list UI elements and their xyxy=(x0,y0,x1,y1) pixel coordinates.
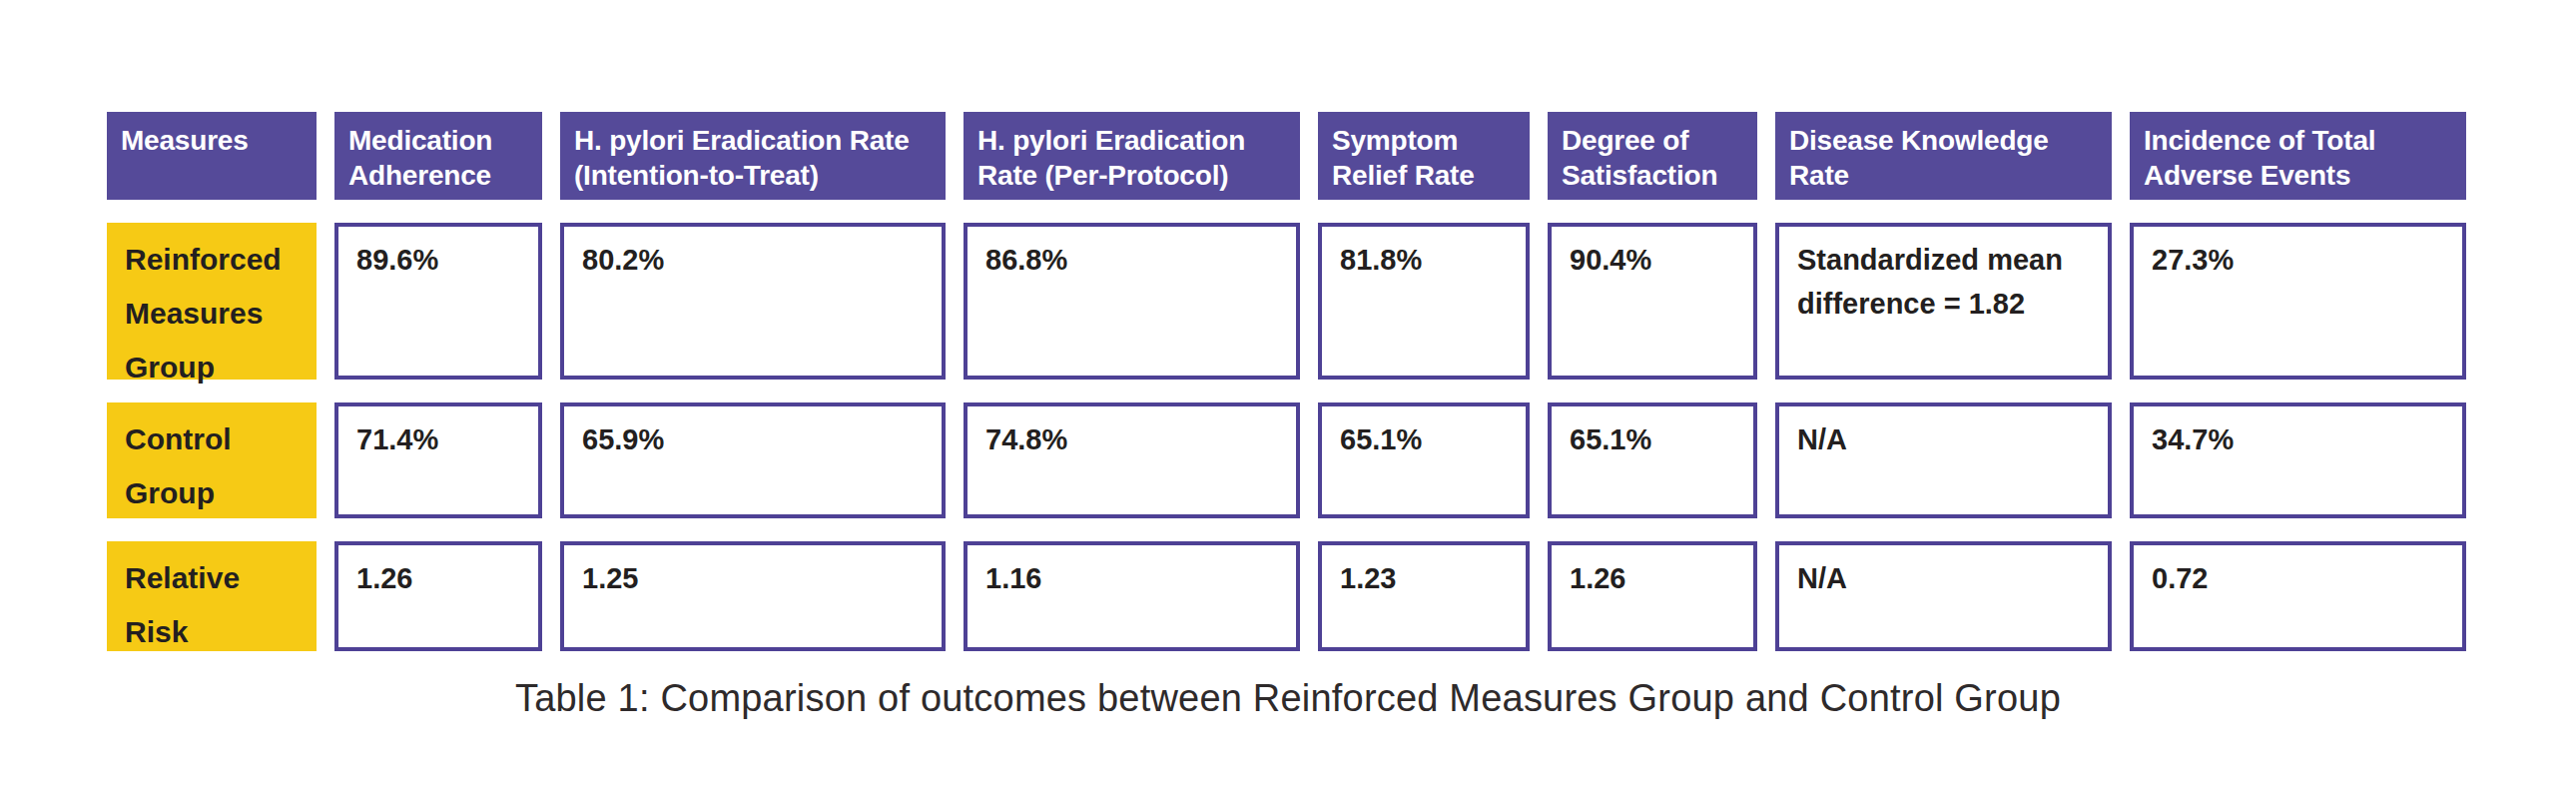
header-cell-knowledge: Disease Knowledge Rate xyxy=(1775,112,2112,200)
table-cell: 1.16 xyxy=(964,541,1300,651)
header-cell-symptom-relief: Symptom Relief Rate xyxy=(1318,112,1530,200)
table-cell: 65.9% xyxy=(560,402,946,518)
table-cell: 89.6% xyxy=(334,223,542,380)
row-label-relative-risk: Relative Risk xyxy=(107,541,317,651)
table-cell: 65.1% xyxy=(1318,402,1530,518)
table-figure: Measures Medication Adherence H. pylori … xyxy=(0,0,2576,790)
table-cell: 27.3% xyxy=(2130,223,2466,380)
header-cell-adverse-events: Incidence of Total Adverse Events xyxy=(2130,112,2466,200)
table-caption: Table 1: Comparison of outcomes between … xyxy=(0,677,2576,720)
table-cell: 1.23 xyxy=(1318,541,1530,651)
row-label-reinforced-measures-group: Reinforced Measures Group xyxy=(107,223,317,380)
table-cell: N/A xyxy=(1775,402,2112,518)
header-cell-medication-adherence: Medication Adherence xyxy=(334,112,542,200)
table-cell: 1.26 xyxy=(1548,541,1757,651)
table-cell: Standardized mean difference = 1.82 xyxy=(1775,223,2112,380)
table-cell: 1.25 xyxy=(560,541,946,651)
table-cell: 74.8% xyxy=(964,402,1300,518)
table-cell: 81.8% xyxy=(1318,223,1530,380)
row-label-control-group: Control Group xyxy=(107,402,317,518)
table-cell: 90.4% xyxy=(1548,223,1757,380)
comparison-table: Measures Medication Adherence H. pylori … xyxy=(107,112,2466,651)
header-cell-measures: Measures xyxy=(107,112,317,200)
table-cell: 86.8% xyxy=(964,223,1300,380)
header-cell-satisfaction: Degree of Satisfaction xyxy=(1548,112,1757,200)
table-cell: 0.72 xyxy=(2130,541,2466,651)
header-cell-eradication-itt: H. pylori Eradication Rate (Intention-to… xyxy=(560,112,946,200)
table-cell: 1.26 xyxy=(334,541,542,651)
table-cell: 34.7% xyxy=(2130,402,2466,518)
header-cell-eradication-pp: H. pylori Eradication Rate (Per-Protocol… xyxy=(964,112,1300,200)
table-cell: 80.2% xyxy=(560,223,946,380)
table-cell: N/A xyxy=(1775,541,2112,651)
table-cell: 65.1% xyxy=(1548,402,1757,518)
table-cell: 71.4% xyxy=(334,402,542,518)
